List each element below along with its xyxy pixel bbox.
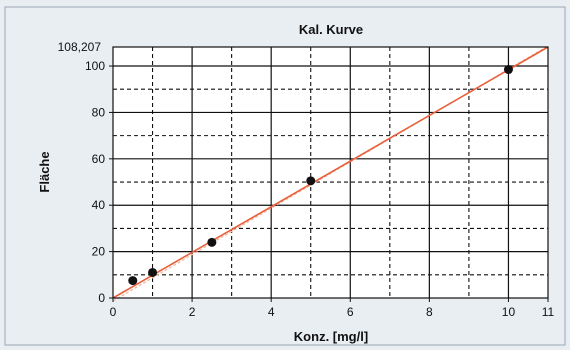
y-axis-label: Fläche bbox=[37, 151, 52, 192]
plot-border bbox=[112, 46, 549, 299]
x-tick-label-1: 2 bbox=[189, 305, 196, 319]
y-tick-label-1: 20 bbox=[92, 245, 106, 259]
y-tick-label-2: 40 bbox=[92, 198, 106, 212]
fit-lines bbox=[112, 45, 549, 302]
x-tick-label-0: 0 bbox=[110, 305, 117, 319]
data-point-4 bbox=[503, 65, 513, 75]
x-tick-label-6: 11 bbox=[542, 305, 555, 319]
fit-line bbox=[112, 46, 549, 299]
chart-title: Kal. Kurve bbox=[299, 22, 363, 37]
x-tick-label-5: 10 bbox=[502, 305, 516, 319]
x-axis-label: Konz. [mg/l] bbox=[294, 329, 368, 344]
x-tick-label-4: 8 bbox=[426, 305, 433, 319]
data-point-2 bbox=[207, 237, 217, 247]
y-tick-label-0: 0 bbox=[98, 291, 105, 305]
grid bbox=[113, 47, 548, 298]
data-points bbox=[128, 65, 513, 286]
x-tick-label-3: 6 bbox=[347, 305, 354, 319]
data-point-1 bbox=[148, 267, 158, 277]
y-max-label: 108,207 bbox=[58, 40, 102, 54]
y-tick-label-5: 100 bbox=[85, 59, 105, 73]
y-axis-ticks: 0 20 40 60 80 100 bbox=[85, 59, 113, 305]
y-tick-label-4: 80 bbox=[92, 105, 106, 119]
data-point-0 bbox=[128, 276, 138, 286]
data-point-3 bbox=[306, 176, 316, 186]
y-tick-label-3: 60 bbox=[92, 152, 106, 166]
x-axis-ticks: 0 2 4 6 8 10 11 bbox=[110, 298, 555, 319]
x-tick-label-2: 4 bbox=[268, 305, 275, 319]
